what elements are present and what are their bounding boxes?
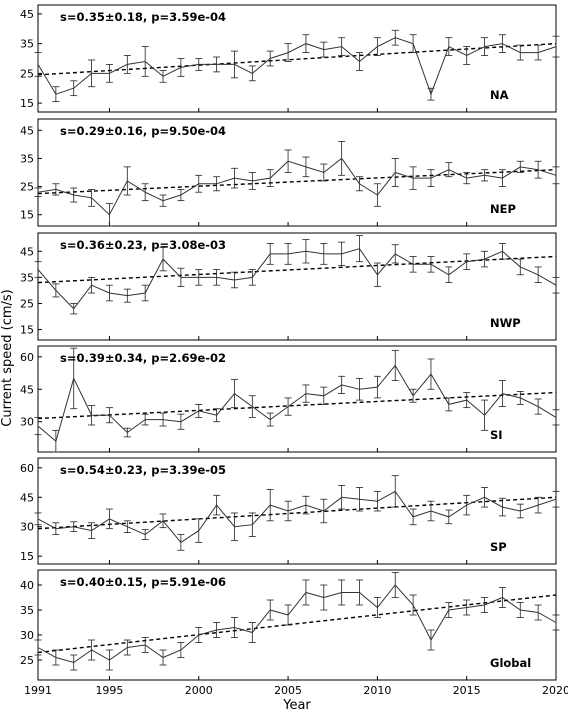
y-tick-label: 25 bbox=[20, 297, 34, 310]
x-tick-label: 2005 bbox=[274, 684, 302, 697]
y-tick-label: 15 bbox=[20, 550, 34, 563]
y-tick-label: 30 bbox=[20, 521, 34, 534]
error-bar bbox=[552, 166, 560, 185]
region-label: NWP bbox=[490, 316, 521, 330]
x-tick-label: 1995 bbox=[95, 684, 123, 697]
y-tick-label: 45 bbox=[20, 8, 34, 21]
y-axis-title: Current speed (cm/s) bbox=[0, 289, 15, 426]
y-tick-label: 25 bbox=[20, 67, 34, 80]
x-axis-title: Year bbox=[282, 698, 311, 711]
stats-label: s=0.29±0.16, p=9.50e-04 bbox=[60, 124, 226, 138]
region-label: Global bbox=[490, 656, 531, 670]
y-tick-label: 35 bbox=[20, 604, 34, 617]
series-line bbox=[37, 157, 557, 216]
stats-label: s=0.36±0.23, p=3.08e-03 bbox=[60, 238, 226, 252]
y-tick-label: 35 bbox=[20, 152, 34, 165]
x-tick-label: 2020 bbox=[542, 684, 568, 697]
series-line bbox=[37, 490, 557, 544]
trend-line bbox=[37, 255, 557, 284]
panel-global: 25 30 35 40 s=0.40±0.15, p=5.91e-06 Global bbox=[20, 569, 560, 681]
y-tick-label: 40 bbox=[20, 579, 34, 592]
series-line bbox=[37, 248, 557, 310]
panel-si: 30 45 60 s=0.39±0.34, p=2.69e-02 SI bbox=[20, 345, 560, 453]
trend-line bbox=[37, 594, 557, 654]
y-tick-label: 45 bbox=[20, 491, 34, 504]
y-tick-label: 15 bbox=[20, 97, 34, 110]
y-tick-label: 60 bbox=[20, 351, 34, 364]
trend-line bbox=[37, 391, 557, 420]
stats-label: s=0.54±0.23, p=3.39e-05 bbox=[60, 463, 226, 477]
y-tick-label: 30 bbox=[20, 416, 34, 429]
trend-line bbox=[37, 42, 557, 76]
region-label: SP bbox=[490, 540, 507, 554]
y-tick-label: 60 bbox=[20, 462, 34, 475]
panel-na: 15 25 35 45 s=0.35±0.18, p=3.59e-04 NA bbox=[20, 4, 560, 113]
series-line bbox=[37, 37, 557, 96]
panel-sp: 15 30 45 60 s=0.54±0.23, p=3.39e-05 SP bbox=[20, 457, 560, 565]
x-tick-label: 2010 bbox=[363, 684, 391, 697]
stats-label: s=0.39±0.34, p=2.69e-02 bbox=[60, 351, 226, 365]
error-bar bbox=[34, 187, 42, 197]
x-tick-label: 2015 bbox=[453, 684, 481, 697]
trend-line bbox=[37, 168, 557, 195]
x-tick-label: 2000 bbox=[185, 684, 213, 697]
y-tick-label: 45 bbox=[20, 245, 34, 258]
y-tick-label: 25 bbox=[20, 654, 34, 667]
panel-frame bbox=[37, 457, 557, 565]
stats-label: s=0.35±0.18, p=3.59e-04 bbox=[60, 10, 226, 24]
panel-nwp: 15 25 35 45 s=0.36±0.23, p=3.08e-03 NWP bbox=[20, 232, 560, 341]
error-bar bbox=[34, 512, 42, 526]
y-tick-label: 45 bbox=[20, 383, 34, 396]
panel-frame bbox=[37, 345, 557, 453]
region-label: NA bbox=[490, 88, 509, 102]
x-tick-label: 1991 bbox=[24, 684, 52, 697]
trend-line bbox=[37, 496, 557, 530]
panel-nep: 15 25 35 45 s=0.29±0.16, p=9.50e-04 NEP bbox=[20, 118, 560, 227]
region-label: SI bbox=[490, 428, 503, 442]
series-line bbox=[37, 364, 557, 443]
y-tick-label: 35 bbox=[20, 271, 34, 284]
y-tick-label: 25 bbox=[20, 181, 34, 194]
panels: 15 25 35 45 s=0.35±0.18, p=3.59e-04 NA 15 25 35 4… bbox=[20, 4, 560, 681]
y-tick-label: 15 bbox=[20, 324, 34, 337]
y-tick-label: 45 bbox=[20, 124, 34, 137]
x-axis-ticks: 1991 1995 2000 2005 2010 2015 2020 bbox=[24, 684, 568, 697]
series-line bbox=[37, 584, 557, 664]
stats-label: s=0.40±0.15, p=5.91e-06 bbox=[60, 575, 226, 589]
region-label: NEP bbox=[490, 202, 516, 216]
y-tick-label: 15 bbox=[20, 209, 34, 222]
y-tick-label: 30 bbox=[20, 629, 34, 642]
y-tick-label: 35 bbox=[20, 38, 34, 51]
